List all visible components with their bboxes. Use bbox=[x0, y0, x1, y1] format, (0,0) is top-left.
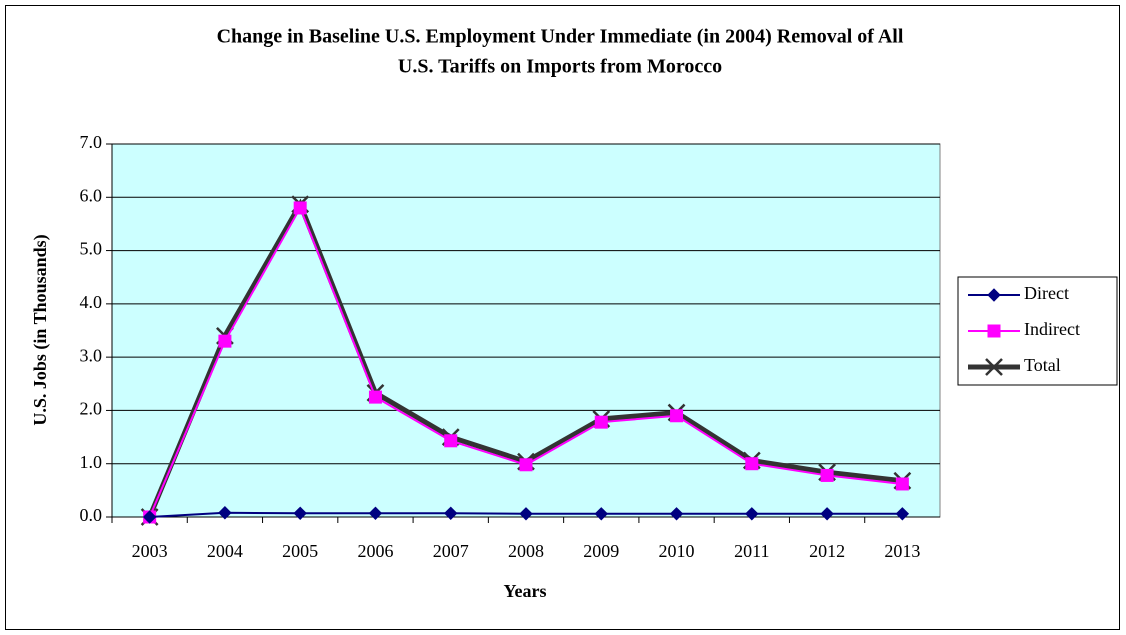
legend-label: Indirect bbox=[1024, 319, 1080, 339]
marker bbox=[444, 434, 458, 448]
x-tick-label: 2009 bbox=[583, 541, 619, 561]
marker bbox=[368, 390, 382, 404]
x-tick-label: 2006 bbox=[357, 541, 393, 561]
marker bbox=[444, 506, 458, 520]
x-axis-title: Years bbox=[504, 581, 547, 601]
marker bbox=[293, 201, 307, 215]
x-tick-label: 2008 bbox=[508, 541, 544, 561]
y-tick-label: 5.0 bbox=[80, 239, 103, 259]
marker bbox=[218, 334, 232, 348]
legend-label: Total bbox=[1024, 355, 1061, 375]
marker bbox=[820, 468, 834, 482]
y-tick-label: 6.0 bbox=[80, 185, 103, 205]
marker bbox=[669, 507, 684, 521]
marker bbox=[594, 415, 608, 429]
y-tick-label: 2.0 bbox=[80, 399, 103, 419]
marker bbox=[368, 506, 383, 520]
y-axis-title: U.S. Jobs (in Thousands) bbox=[30, 234, 51, 425]
marker bbox=[987, 324, 1001, 338]
chart-title: U.S. Tariffs on Imports from Morocco bbox=[398, 56, 722, 78]
marker bbox=[519, 458, 533, 472]
marker bbox=[142, 510, 157, 524]
x-tick-label: 2010 bbox=[659, 541, 695, 561]
marker bbox=[895, 477, 909, 491]
marker bbox=[985, 358, 1003, 376]
marker bbox=[745, 507, 759, 521]
x-tick-label: 2012 bbox=[809, 541, 845, 561]
marker bbox=[293, 506, 307, 520]
y-tick-label: 4.0 bbox=[80, 292, 103, 312]
marker bbox=[987, 288, 1001, 302]
x-tick-label: 2013 bbox=[884, 541, 920, 561]
plot-area bbox=[111, 143, 941, 518]
marker bbox=[745, 457, 759, 471]
marker bbox=[895, 507, 910, 521]
y-tick-label: 0.0 bbox=[80, 505, 103, 525]
x-tick-label: 2007 bbox=[433, 541, 469, 561]
y-tick-label: 1.0 bbox=[80, 452, 103, 472]
y-tick-label: 3.0 bbox=[80, 345, 103, 365]
chart-title: Change in Baseline U.S. Employment Under… bbox=[217, 26, 904, 48]
marker bbox=[594, 507, 608, 521]
marker bbox=[820, 507, 834, 521]
x-tick-label: 2004 bbox=[207, 541, 243, 561]
x-tick-label: 2005 bbox=[282, 541, 318, 561]
marker bbox=[218, 506, 232, 520]
x-tick-label: 2011 bbox=[734, 541, 769, 561]
legend-label: Direct bbox=[1024, 283, 1069, 303]
y-tick-label: 7.0 bbox=[80, 132, 103, 152]
x-tick-label: 2003 bbox=[132, 541, 168, 561]
marker bbox=[670, 409, 684, 423]
marker bbox=[519, 507, 533, 521]
